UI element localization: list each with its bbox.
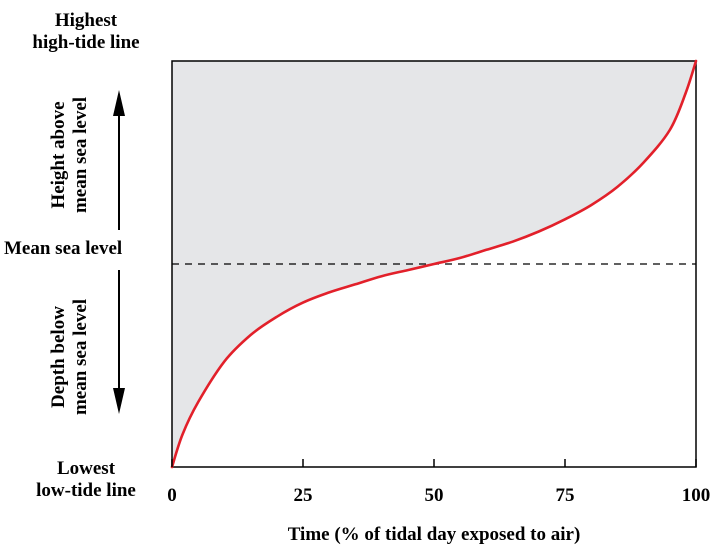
exposure-curve xyxy=(170,59,698,469)
height-label-line2: mean sea level xyxy=(70,96,91,214)
x-tick-label: 75 xyxy=(556,485,575,506)
highest-label-line1: Highest xyxy=(54,10,118,31)
up-arrow-icon xyxy=(113,90,125,116)
highest-label-line2: high-tide line xyxy=(32,32,140,53)
lowest-label-line2: low-tide line xyxy=(36,480,136,501)
x-tick-label: 25 xyxy=(294,485,313,506)
lowest-low-tide-label: Lowest low-tide line xyxy=(0,458,172,502)
x-axis-title: Time (% of tidal day exposed to air) xyxy=(287,524,581,545)
highest-high-tide-label: Highest high-tide line xyxy=(0,10,172,54)
mean-sea-level-label: Mean sea level xyxy=(4,238,123,259)
x-tick-label: 100 xyxy=(682,485,711,506)
lowest-label-line1: Lowest xyxy=(56,458,116,479)
x-tick-label: 0 xyxy=(167,485,177,506)
x-tick-label: 50 xyxy=(425,485,444,506)
depth-label-line2: mean sea level xyxy=(70,298,91,416)
height-label-line1: Height above xyxy=(48,101,69,209)
down-arrow-icon xyxy=(113,388,125,414)
depth-label-line1: Depth below xyxy=(48,306,69,408)
height-above-label: Height above mean sea level xyxy=(48,70,92,240)
depth-below-label: Depth below mean sea level xyxy=(48,272,92,442)
